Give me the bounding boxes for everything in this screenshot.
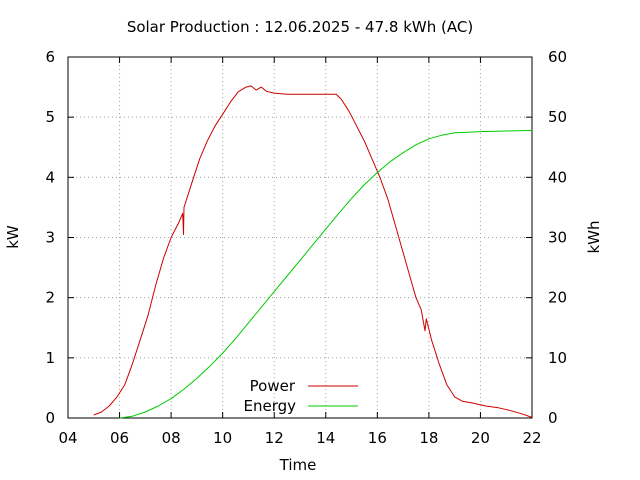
- y-tick-label: 6: [45, 48, 55, 66]
- x-axis-label: Time: [279, 456, 317, 474]
- y-tick-label: 5: [45, 108, 55, 126]
- x-ticks: 04 06 08 10 12 14 16 18 20 22: [58, 57, 542, 447]
- y-tick-label: 0: [45, 409, 55, 427]
- x-tick-label: 16: [368, 429, 387, 447]
- x-tick-label: 22: [522, 429, 541, 447]
- y-tick-label: 2: [45, 289, 55, 307]
- x-tick-label: 08: [162, 429, 181, 447]
- series-line-energy: [119, 129, 533, 419]
- x-tick-label: 18: [419, 429, 438, 447]
- x-tick-label: 12: [265, 429, 284, 447]
- y-tick-label: 4: [45, 168, 55, 186]
- y2-tick-label: 20: [548, 289, 567, 307]
- x-tick-label: 04: [58, 429, 77, 447]
- y2-axis-label: kWh: [585, 220, 603, 253]
- legend-label-power: Power: [250, 377, 296, 395]
- y-tick-label: 1: [45, 349, 55, 367]
- y2-tick-label: 10: [548, 349, 567, 367]
- y2-tick-label: 50: [548, 108, 567, 126]
- chart-title: Solar Production : 12.06.2025 - 47.8 kWh…: [127, 18, 473, 36]
- y-axis-label: kW: [4, 225, 22, 249]
- y-tick-label: 3: [45, 229, 55, 247]
- y2-tick-label: 30: [548, 229, 567, 247]
- x-tick-label: 06: [110, 429, 129, 447]
- legend-label-energy: Energy: [243, 397, 296, 415]
- legend: Power Energy: [243, 377, 358, 415]
- x-tick-label: 14: [316, 429, 335, 447]
- y2-tick-label: 0: [548, 409, 558, 427]
- series: [93, 85, 533, 419]
- x-tick-label: 20: [471, 429, 490, 447]
- y-ticks: 0 1 2 3 4 5 6: [45, 48, 74, 427]
- y2-tick-label: 60: [548, 48, 567, 66]
- grid: [68, 57, 532, 418]
- x-tick-label: 10: [213, 429, 232, 447]
- y2-tick-label: 40: [548, 168, 567, 186]
- y2-ticks: 0 10 20 30 40 50 60: [526, 48, 567, 427]
- series-line-power: [93, 85, 533, 418]
